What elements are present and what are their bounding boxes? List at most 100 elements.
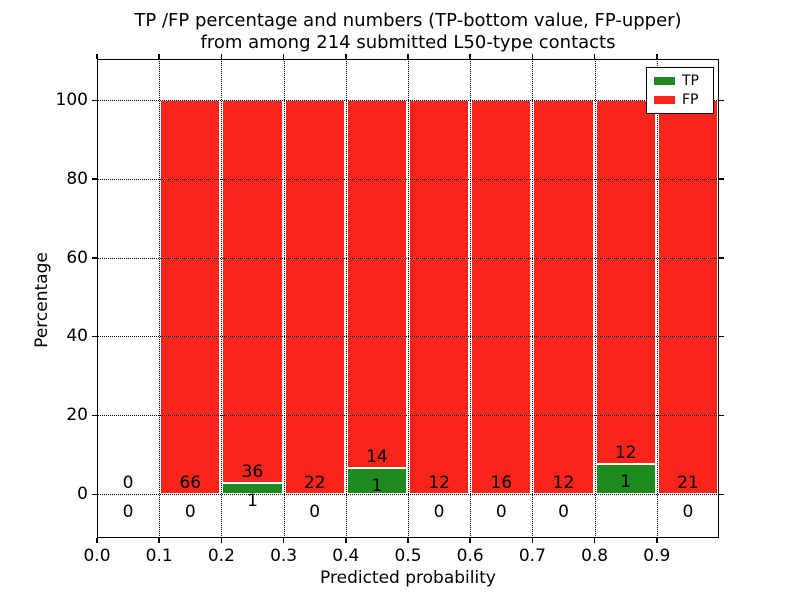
x-tick-label: 0.1: [145, 546, 173, 566]
x-tick: [220, 538, 223, 543]
bar-fp: [409, 100, 470, 494]
tp-count-label: 1: [371, 475, 383, 496]
x-tick: [531, 538, 534, 543]
fp-count-label: 16: [490, 473, 513, 493]
y-tick: [92, 178, 97, 180]
fp-count-label: 22: [303, 473, 326, 493]
bar-fp: [471, 100, 532, 494]
bar-fp: [657, 100, 718, 494]
bar-fp: [346, 100, 407, 468]
x-gridline: [408, 59, 409, 538]
x-tick-top: [531, 54, 534, 59]
y-tick-right: [719, 178, 724, 180]
y-tick-label: 60: [66, 247, 88, 268]
x-tick-label: 0.9: [643, 546, 671, 566]
legend-label-tp: TP: [682, 73, 699, 89]
x-tick-top: [96, 54, 98, 59]
fp-count-label: 12: [552, 473, 575, 493]
x-tick-label: 0.4: [332, 546, 360, 566]
x-tick-label: 0.6: [456, 546, 484, 566]
x-tick: [345, 538, 347, 543]
x-tick: [282, 538, 285, 543]
fp-count-label: 0: [122, 473, 134, 493]
y-tick: [92, 99, 97, 101]
tp-count-label: 0: [558, 502, 569, 522]
x-tick-label: 0.0: [83, 546, 111, 566]
x-tick-top: [158, 54, 160, 59]
x-tick: [96, 538, 98, 543]
x-gridline: [470, 59, 472, 538]
y-tick-right: [719, 414, 724, 417]
tp-count-label: 0: [184, 502, 196, 522]
bar-fp: [533, 100, 594, 494]
legend: TP FP: [646, 67, 714, 114]
x-tick-label: 0.5: [394, 546, 422, 566]
x-tick-top: [469, 54, 471, 59]
x-tick-top: [220, 54, 223, 59]
x-gridline: [221, 59, 223, 538]
x-gridline: [656, 59, 658, 538]
chart-title: TP /FP percentage and numbers (TP-bottom…: [134, 10, 681, 54]
tp-count-label: 0: [433, 502, 445, 522]
fp-count-label: 12: [428, 473, 450, 493]
chart-title-line1: TP /FP percentage and numbers (TP-bottom…: [134, 10, 682, 31]
legend-label-fp: FP: [682, 92, 699, 108]
y-tick-label: 100: [55, 90, 88, 110]
y-tick-label: 20: [66, 405, 88, 426]
bar-tp: [346, 467, 407, 494]
fp-count-label: 14: [366, 446, 388, 467]
x-tick-top: [407, 54, 409, 59]
x-tick-label: 0.3: [270, 546, 298, 566]
legend-item-fp: FP: [654, 93, 706, 107]
y-tick: [92, 257, 97, 259]
y-tick-right: [719, 99, 724, 101]
x-tick-top: [656, 54, 658, 59]
tp-swatch-icon: [654, 77, 675, 85]
x-tick-top: [345, 54, 347, 59]
x-tick-top: [593, 54, 596, 59]
x-tick-label: 0.8: [581, 546, 609, 566]
x-tick: [407, 538, 409, 543]
y-tick: [92, 335, 97, 338]
y-tick-right: [719, 257, 724, 259]
y-tick-label: 80: [66, 168, 88, 189]
x-tick-top: [282, 54, 285, 59]
x-gridline: [594, 59, 596, 538]
y-tick-label: 40: [66, 326, 88, 347]
x-tick: [593, 538, 596, 543]
bar-fp: [160, 100, 221, 494]
bar-tp: [595, 463, 656, 494]
y-tick: [92, 414, 97, 417]
fp-count-label: 21: [677, 473, 699, 493]
bar-fp: [222, 100, 283, 484]
bar-fp: [595, 100, 656, 464]
y-tick-right: [719, 335, 724, 338]
y-tick-label: 0: [77, 484, 88, 504]
fp-count-label: 66: [179, 473, 202, 493]
legend-item-tp: TP: [654, 74, 706, 88]
x-tick: [656, 538, 658, 543]
tp-count-label: 0: [309, 502, 321, 522]
x-tick: [469, 538, 471, 543]
x-tick-label: 0.2: [207, 546, 235, 566]
x-gridline: [283, 59, 285, 538]
plot-frame: [97, 59, 719, 538]
x-axis-label: Predicted probability: [320, 568, 496, 588]
tp-count-label: 1: [247, 491, 258, 512]
x-tick-label: 0.7: [518, 546, 546, 566]
tp-count-label: 0: [682, 502, 694, 522]
x-gridline: [532, 59, 534, 538]
y-axis-label: Percentage: [32, 252, 52, 348]
y-tick-right: [719, 493, 724, 495]
fp-count-label: 12: [614, 442, 637, 463]
tp-count-label: 0: [495, 502, 507, 522]
fp-swatch-icon: [654, 96, 675, 104]
chart-title-line2: from among 214 submitted L50-type contac…: [200, 32, 616, 53]
x-gridline: [345, 59, 347, 538]
x-tick: [158, 538, 160, 543]
bar-tp: [222, 483, 283, 494]
bar-fp: [284, 100, 345, 494]
tp-count-label: 0: [122, 502, 134, 522]
fp-count-label: 36: [241, 462, 264, 483]
